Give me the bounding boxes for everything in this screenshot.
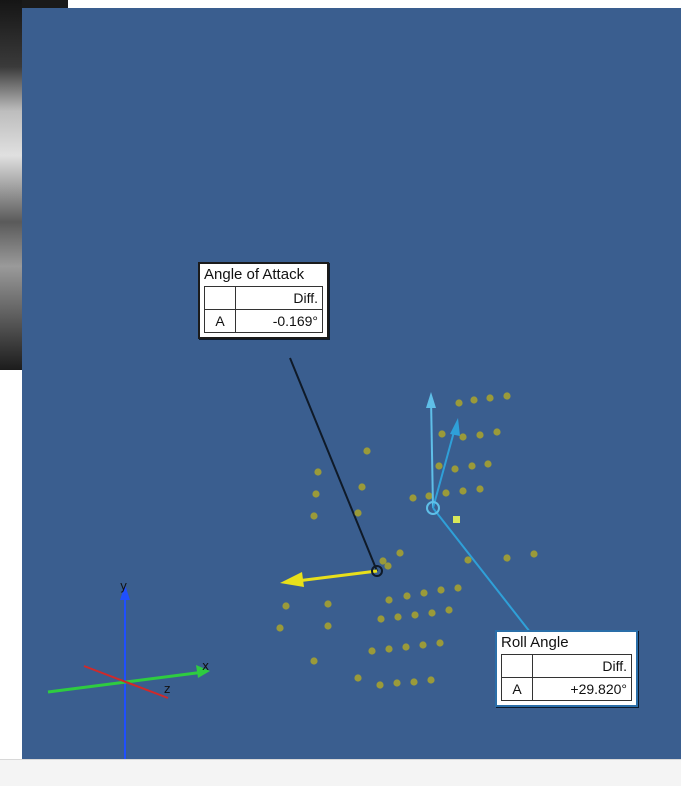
measurement-point (276, 624, 284, 632)
measurement-point (368, 647, 376, 655)
measurement-point (393, 679, 401, 687)
measurement-point (459, 487, 467, 495)
measurement-point (420, 589, 428, 597)
measurement-point (396, 549, 404, 557)
background-photo-strip (0, 0, 22, 370)
measurement-point (459, 433, 467, 441)
roll-vector-icon (426, 392, 460, 523)
measurement-point (503, 392, 511, 400)
measurement-points (276, 392, 538, 689)
aoa-diff-value: -0.169° (235, 309, 323, 333)
aoa-header-empty-cell (204, 286, 236, 310)
measurement-point (314, 468, 322, 476)
measurement-point (310, 512, 318, 520)
measurement-point (451, 465, 459, 473)
scene-graphics: y x z (47, 357, 538, 759)
roll-diff-value: +29.820° (532, 677, 632, 701)
measurement-point (476, 431, 484, 439)
measurement-point (377, 615, 385, 623)
measurement-point (379, 557, 387, 565)
measurement-point (410, 678, 418, 686)
measurement-point (493, 428, 501, 436)
roll-diff-header: Diff. (532, 654, 632, 678)
measurement-point (376, 681, 384, 689)
measurement-point (402, 643, 410, 651)
measurement-point (385, 645, 393, 653)
3d-viewport[interactable]: y x z Angle of Attack Diff. A -0.169° Ro… (22, 8, 681, 759)
measurement-point (455, 399, 463, 407)
aoa-diff-header: Diff. (235, 286, 323, 310)
bottom-strip (0, 759, 681, 786)
background-photo-strip-top (22, 0, 68, 8)
measurement-point (385, 596, 393, 604)
measurement-point (445, 606, 453, 614)
triad-y-label: y (120, 579, 127, 593)
measurement-point (503, 554, 511, 562)
measurement-point (435, 462, 443, 470)
coordinate-triad-icon: y x z (47, 579, 210, 759)
triad-z-label: z (164, 682, 170, 696)
measurement-point (470, 396, 478, 404)
roll-angle-title: Roll Angle (501, 634, 569, 651)
measurement-point (464, 556, 472, 564)
measurement-point (486, 394, 494, 402)
measurement-point (282, 602, 290, 610)
roll-header-empty-cell (501, 654, 533, 678)
measurement-point (354, 674, 362, 682)
measurement-point (438, 430, 446, 438)
measurement-point (411, 611, 419, 619)
measurement-point (484, 460, 492, 468)
measurement-point (442, 489, 450, 497)
measurement-point (403, 592, 411, 600)
triad-x-label: x (202, 659, 209, 673)
measurement-point (476, 485, 484, 493)
angle-of-attack-title: Angle of Attack (204, 266, 305, 283)
measurement-point (436, 639, 444, 647)
measurement-point (324, 600, 332, 608)
roll-row-label: A (501, 677, 533, 701)
angle-of-attack-table: Diff. A -0.169° (204, 286, 323, 333)
aoa-row-label: A (204, 309, 236, 333)
angle-of-attack-callout[interactable]: Angle of Attack Diff. A -0.169° (198, 262, 329, 339)
measurement-point (358, 483, 366, 491)
measurement-point (425, 492, 433, 500)
measurement-point (468, 462, 476, 470)
measurement-point (454, 584, 462, 592)
measurement-point (354, 509, 362, 517)
roll-leader-line (432, 507, 531, 633)
measurement-point (419, 641, 427, 649)
measurement-point (384, 562, 392, 570)
measurement-point (530, 550, 538, 558)
measurement-point (427, 676, 435, 684)
roll-angle-table: Diff. A +29.820° (501, 654, 632, 701)
measurement-point (363, 447, 371, 455)
measurement-point (437, 586, 445, 594)
measurement-point (310, 657, 318, 665)
roll-angle-callout[interactable]: Roll Angle Diff. A +29.820° (495, 630, 638, 707)
measurement-point (394, 613, 402, 621)
measurement-point (409, 494, 417, 502)
aoa-leader-line (289, 357, 378, 572)
measurement-point (324, 622, 332, 630)
aoa-vector-icon (280, 565, 383, 587)
measurement-point (428, 609, 436, 617)
measurement-point (312, 490, 320, 498)
